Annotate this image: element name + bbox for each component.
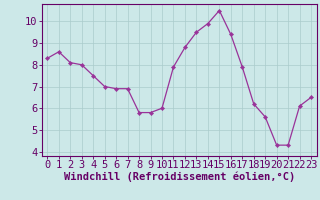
X-axis label: Windchill (Refroidissement éolien,°C): Windchill (Refroidissement éolien,°C) — [64, 172, 295, 182]
